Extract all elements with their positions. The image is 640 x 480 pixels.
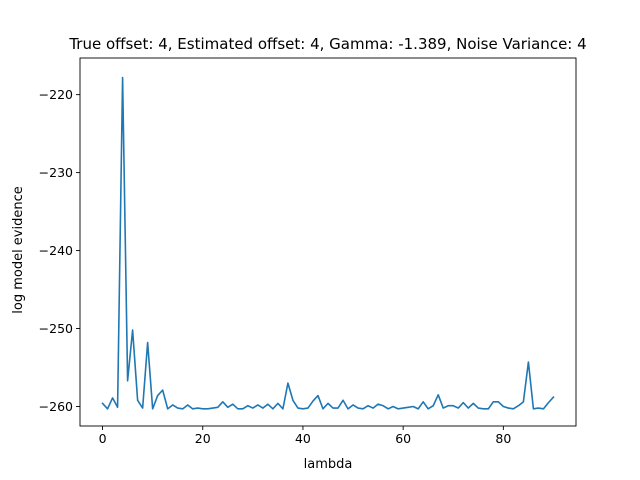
series-line-0 [101,76,555,410]
y-tick-label: −260 [39,399,73,414]
x-tick-label: 0 [99,431,107,446]
plot-area: 0 20 40 60 80 −260 −250 −240 −230 −220 [39,57,577,446]
chart-title: True offset: 4, Estimated offset: 4, Gam… [68,35,586,53]
x-axis-label: lambda [304,457,353,472]
y-tick-label: −220 [39,87,73,102]
y-tick-label: −230 [39,165,73,180]
x-tick-label: 20 [195,431,211,446]
y-tick-label: −250 [39,321,73,336]
x-tick-label: 60 [395,431,411,446]
y-axis-label: log model evidence [11,186,26,314]
y-tick-label: −240 [39,243,73,258]
x-tick-label: 80 [495,431,511,446]
x-tick-label: 40 [295,431,311,446]
plot-frame [79,57,577,427]
